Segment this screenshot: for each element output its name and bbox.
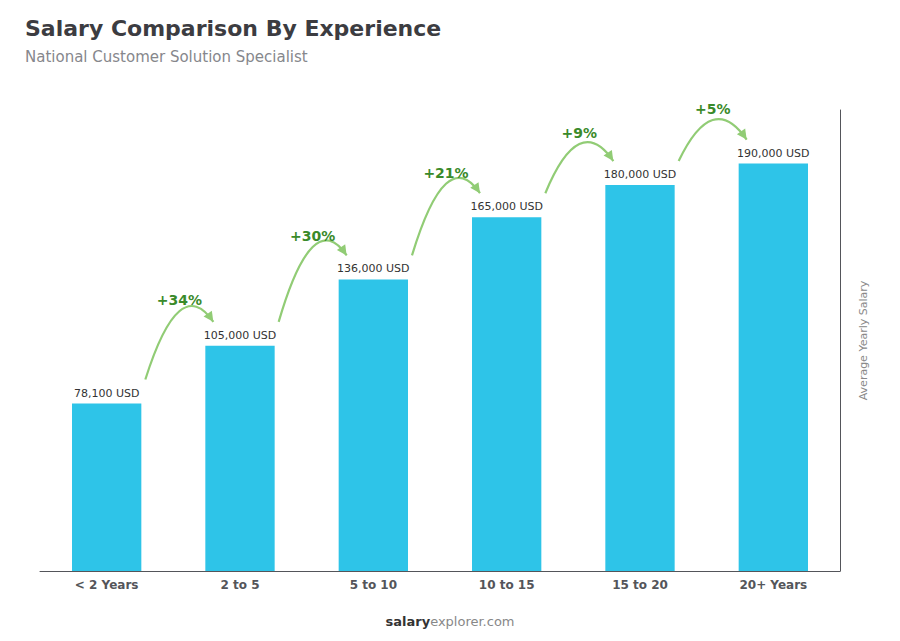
svg-text:2 to 5: 2 to 5: [220, 578, 259, 592]
svg-text:salary: salary: [385, 614, 430, 629]
svg-text:15 to 20: 15 to 20: [612, 578, 668, 592]
svg-text:National Customer Solution Spe: National Customer Solution Specialist: [25, 48, 308, 66]
svg-text:20+ Years: 20+ Years: [739, 578, 807, 592]
svg-text:105,000 USD: 105,000 USD: [204, 329, 277, 342]
svg-text:Salary Comparison By Experienc: Salary Comparison By Experience: [25, 16, 441, 41]
svg-text:+34%: +34%: [157, 292, 202, 308]
svg-text:5 to 10: 5 to 10: [350, 578, 397, 592]
svg-text:+5%: +5%: [695, 101, 731, 117]
svg-text:78,100 USD: 78,100 USD: [74, 387, 140, 400]
svg-text:< 2 Years: < 2 Years: [75, 578, 139, 592]
svg-text:190,000 USD: 190,000 USD: [737, 147, 810, 160]
svg-text:136,000 USD: 136,000 USD: [337, 262, 410, 275]
svg-text:+30%: +30%: [290, 228, 335, 244]
svg-text:10 to 15: 10 to 15: [479, 578, 535, 592]
svg-text:explorer.com: explorer.com: [430, 614, 514, 629]
svg-text:+21%: +21%: [423, 165, 468, 181]
svg-text:+9%: +9%: [562, 125, 598, 141]
svg-text:165,000 USD: 165,000 USD: [470, 200, 543, 213]
svg-text:Average Yearly Salary: Average Yearly Salary: [857, 280, 870, 400]
svg-text:180,000 USD: 180,000 USD: [604, 168, 677, 181]
